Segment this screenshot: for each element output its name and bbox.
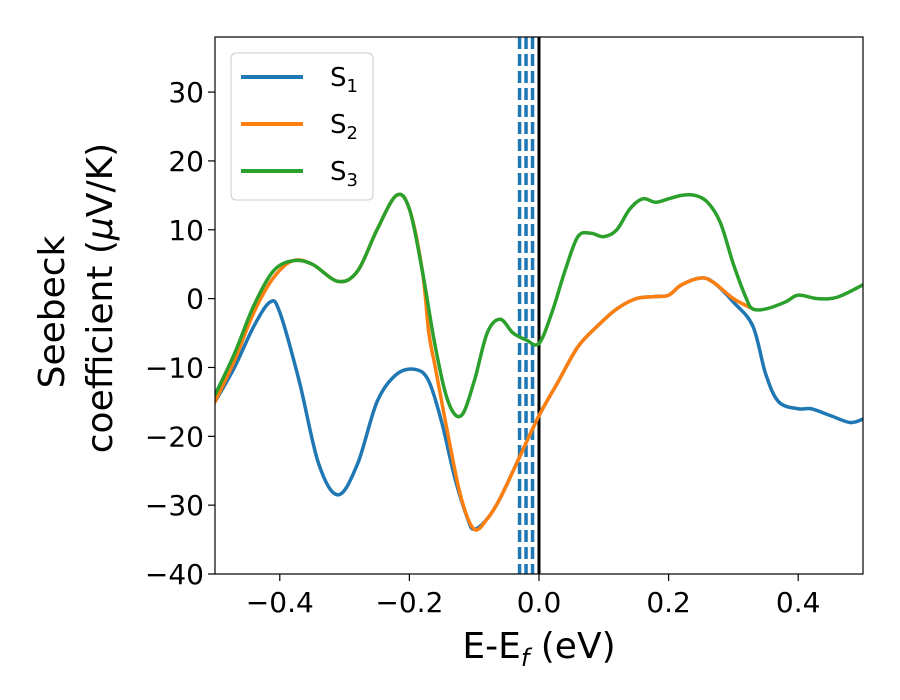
legend-box (230, 52, 374, 201)
x-axis-title: E-Ef (eV) (462, 626, 615, 672)
y-axis-title-line2-post: V/K) (80, 143, 121, 217)
y-axis-ticks: −40 −30 −20 −10 0 10 20 30 (145, 76, 215, 591)
legend-label-s1: S1 (330, 63, 358, 97)
y-tick-label: −30 (145, 489, 204, 522)
series-lines (215, 192, 863, 532)
y-axis-title-line2: coefficient (μV/K) (80, 143, 121, 453)
legend-label-s3: S3 (330, 157, 358, 191)
x-axis-ticks: −0.4 −0.2 0.0 0.2 0.4 (246, 574, 821, 619)
y-tick-label: 20 (168, 145, 204, 178)
series-line-s3 (215, 192, 863, 419)
y-axis-title-mu: μ (80, 217, 121, 241)
y-tick-label: −40 (145, 558, 204, 591)
x-tick-label: 0.2 (646, 586, 691, 619)
legend: S1 S2 S3 (230, 52, 374, 201)
x-axis-title-tail: (eV) (529, 626, 615, 667)
y-tick-label: 10 (168, 214, 204, 247)
x-tick-label: 0.4 (776, 586, 821, 619)
x-tick-label: 0.0 (517, 586, 562, 619)
vertical-lines (517, 37, 541, 574)
y-axis-title-line1: Seebeck (32, 235, 73, 388)
y-tick-label: −10 (145, 351, 204, 384)
x-tick-label: −0.2 (375, 586, 443, 619)
x-axis-title-main: E-E (462, 626, 520, 667)
y-tick-label: −20 (145, 420, 204, 453)
y-tick-label: 0 (186, 283, 204, 316)
legend-label-s2: S2 (330, 110, 358, 144)
y-tick-label: 30 (168, 76, 204, 109)
y-axis-title: Seebeck coefficient (μV/K) (32, 143, 121, 453)
x-tick-label: −0.4 (246, 586, 314, 619)
y-axis-title-line2-pre: coefficient ( (80, 240, 121, 453)
